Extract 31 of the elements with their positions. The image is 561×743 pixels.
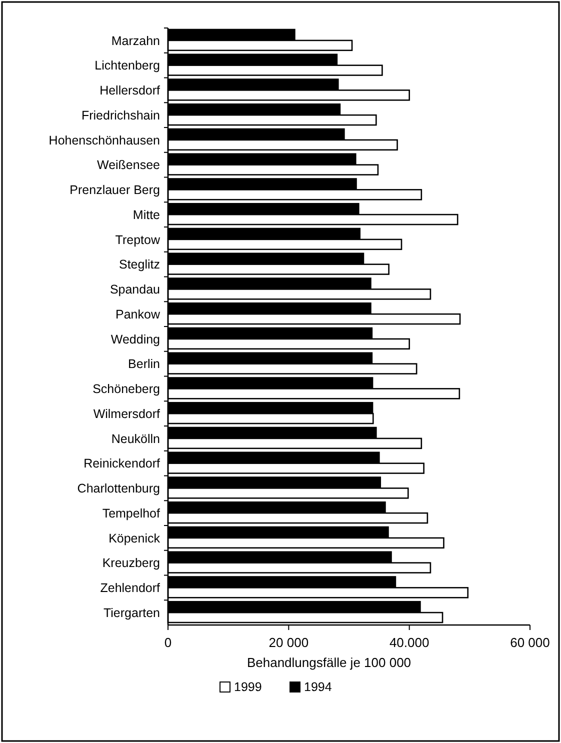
x-tick-label: 0 xyxy=(164,635,172,650)
y-tick-label: Marzahn xyxy=(111,34,160,48)
y-tick-label: Köpenick xyxy=(108,531,161,546)
y-tick-label: Tiergarten xyxy=(103,606,160,620)
legend-label: 1999 xyxy=(234,680,262,694)
x-tick-label: 40.000 xyxy=(389,635,430,650)
y-tick-label: Lichtenberg xyxy=(94,58,160,73)
y-tick-label: Berlin xyxy=(128,357,160,372)
x-tick-label: 60 000 xyxy=(510,635,550,650)
y-tick-label: Mitte xyxy=(132,208,160,222)
y-tick-label: Prenzlauer Berg xyxy=(70,183,160,198)
y-tick-label: Spandau xyxy=(110,282,160,297)
y-tick-label: Hohenschönhausen xyxy=(48,133,160,148)
y-tick-label: Treptow xyxy=(115,232,161,247)
y-tick-label: Weißensee xyxy=(97,158,160,172)
y-tick-label: Hellersdorf xyxy=(100,84,161,98)
legend-label: 1994 xyxy=(304,680,332,694)
x-axis-title: Behandlungsfälle je 100 000 xyxy=(246,655,412,670)
x-tick-label: 20 000 xyxy=(268,635,309,650)
y-tick-label: Friedrichshain xyxy=(81,108,160,122)
y-tick-label: Kreuzberg xyxy=(102,556,160,570)
y-tick-label: Steglitz xyxy=(119,258,160,272)
y-tick-label: Wedding xyxy=(110,332,160,346)
y-tick-label: Zehlendorf xyxy=(100,581,161,596)
y-tick-label: Tempelhof xyxy=(102,506,161,520)
y-tick-label: Neukölln xyxy=(111,432,160,446)
y-tick-label: Charlottenburg xyxy=(77,482,160,496)
y-tick-label: Pankow xyxy=(116,307,161,322)
y-tick-label: Wilmersdorf xyxy=(93,406,161,421)
y-tick-label: Schöneberg xyxy=(92,382,160,396)
y-tick-label: Reinickendorf xyxy=(84,456,161,471)
